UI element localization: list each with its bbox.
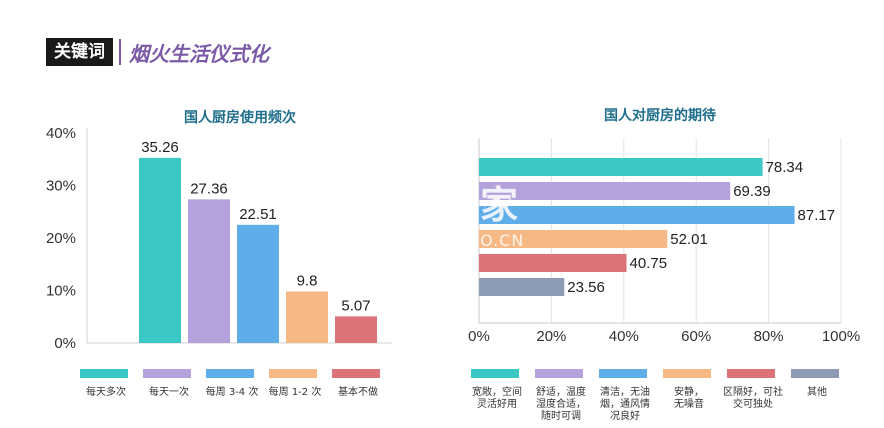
- frequency-y-tick: 0%: [54, 335, 76, 352]
- frequency-legend-label: 每周 3-4 次: [206, 385, 259, 398]
- frequency-data-label: 27.36: [190, 180, 228, 197]
- expectation-legend-swatch: [727, 369, 775, 378]
- expectation-legend-label: 区隔好，可社: [723, 385, 783, 398]
- frequency-legend-label: 基本不做: [338, 385, 378, 398]
- expectation-legend-swatch: [663, 369, 711, 378]
- frequency-y-tick: 20%: [46, 230, 76, 247]
- expectation-chart: 国人对厨房的期待 78.3469.3987.1752.0140.7523.56 …: [468, 107, 860, 422]
- expectation-legend-swatch: [535, 369, 583, 378]
- expectation-legend-label: 交可独处: [733, 397, 773, 410]
- expectation-x-tick: 80%: [754, 328, 784, 345]
- frequency-data-label: 5.07: [341, 297, 370, 314]
- expectation-legend-label: 宽敞，空间: [472, 385, 522, 398]
- watermark-sub: 行业报告 IPOIPO.CN: [360, 231, 525, 250]
- expectation-data-label: 87.17: [798, 207, 836, 224]
- expectation-legend-label: 况良好: [610, 409, 640, 422]
- expectation-legend-label: 随时可调: [541, 409, 581, 422]
- expectation-x-tick: 60%: [681, 328, 711, 345]
- keyword-title: 烟火生活仪式化: [129, 41, 269, 66]
- frequency-chart-title: 国人厨房使用频次: [184, 109, 296, 126]
- frequency-legend-swatch: [206, 369, 254, 378]
- expectation-chart-title: 国人对厨房的期待: [604, 107, 716, 124]
- frequency-legend-label: 每周 1-2 次: [269, 385, 322, 398]
- expectation-legend-swatch: [791, 369, 839, 378]
- frequency-bar: [139, 157, 181, 343]
- frequency-legend-label: 每天一次: [149, 385, 189, 398]
- frequency-chart: 国人厨房使用频次 0% 10% 20% 30% 40% 35.26 27.36 22.51 9…: [46, 109, 392, 398]
- expectation-x-tick: 40%: [609, 328, 639, 345]
- frequency-bar: [237, 224, 279, 343]
- frequency-y-tick: 40%: [46, 125, 76, 142]
- expectation-data-label: 23.56: [567, 279, 605, 296]
- expectation-data-label: 40.75: [630, 255, 668, 272]
- frequency-legend-label: 每天多次: [86, 385, 126, 398]
- expectation-legend-label: 舒适，温度: [536, 385, 586, 398]
- frequency-legend-swatch: [269, 369, 317, 378]
- expectation-bar: [479, 254, 627, 272]
- frequency-y-tick: 30%: [46, 178, 76, 195]
- expectation-legend-label: 无噪音: [674, 397, 704, 410]
- expectation-x-tick: 100%: [822, 328, 860, 345]
- expectation-legend-label: 安静，: [674, 385, 704, 398]
- expectation-legend-label: 其他: [807, 385, 827, 398]
- expectation-data-label: 78.34: [766, 159, 804, 176]
- frequency-legend-swatch: [332, 369, 380, 378]
- expectation-legend-label: 灵活好用: [477, 398, 517, 410]
- expectation-x-tick: 20%: [536, 328, 566, 345]
- expectation-x-tick: 0%: [468, 328, 490, 345]
- expectation-bar: [479, 158, 763, 176]
- expectation-bar: [479, 182, 731, 200]
- watermark: 加井购家 行业报告 IPOIPO.CN: [360, 183, 525, 250]
- frequency-legend-swatch: [80, 369, 128, 378]
- expectation-legend-swatch: [471, 369, 519, 378]
- expectation-data-label: 69.39: [733, 183, 771, 200]
- expectation-legend-label: 烟，通风情: [600, 397, 650, 410]
- frequency-bar: [286, 291, 328, 343]
- expectation-legend-label: 清洁，无油: [600, 385, 650, 398]
- frequency-bar: [335, 316, 377, 343]
- watermark-brand: 加井购家: [366, 183, 518, 227]
- keyword-label: 关键词: [46, 38, 113, 66]
- expectation-bar: [479, 278, 565, 296]
- header-divider: [119, 39, 121, 65]
- expectation-bar: [479, 206, 795, 224]
- frequency-bar: [188, 199, 230, 343]
- expectation-legend-swatch: [599, 369, 647, 378]
- frequency-y-tick: 10%: [46, 283, 76, 300]
- frequency-legend-swatch: [143, 369, 191, 378]
- frequency-data-label: 35.26: [141, 139, 179, 156]
- expectation-legend-label: 湿度合适，: [536, 397, 586, 410]
- frequency-data-label: 22.51: [239, 206, 277, 223]
- expectation-bar: [479, 230, 668, 248]
- frequency-data-label: 9.8: [297, 273, 318, 290]
- expectation-data-label: 52.01: [670, 231, 708, 248]
- section-header: 关键词 烟火生活仪式化: [46, 38, 269, 66]
